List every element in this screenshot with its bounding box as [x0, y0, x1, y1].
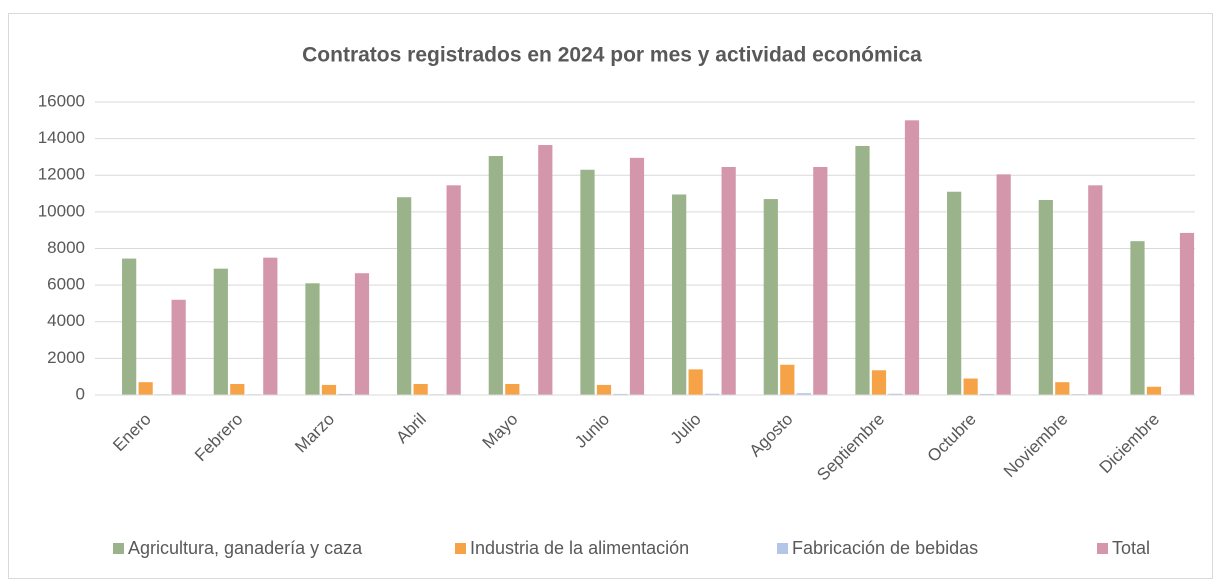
bar — [596, 384, 612, 395]
bar — [672, 194, 687, 395]
bar — [888, 393, 903, 395]
y-tick-label: 8000 — [47, 238, 85, 257]
legend-swatch — [777, 543, 788, 554]
bar — [122, 258, 137, 395]
bar — [446, 185, 461, 395]
bar — [705, 393, 720, 395]
bar — [1130, 241, 1145, 395]
bar — [171, 299, 186, 395]
legend-swatch — [1097, 543, 1108, 554]
bar — [321, 384, 337, 395]
bar — [230, 384, 245, 395]
y-tick-label: 10000 — [38, 201, 85, 220]
y-tick-label: 6000 — [47, 275, 85, 294]
bar — [488, 156, 503, 395]
bar — [688, 369, 703, 395]
bar — [780, 364, 795, 395]
bar — [855, 145, 870, 395]
bar — [138, 382, 153, 395]
bar — [721, 167, 736, 395]
bar — [1055, 382, 1070, 395]
bar — [796, 393, 811, 395]
bar — [963, 378, 978, 395]
legend-label: Agricultura, ganadería y caza — [128, 538, 363, 558]
bar — [338, 393, 353, 395]
bar — [263, 257, 278, 395]
y-tick-label: 12000 — [38, 165, 85, 184]
y-tick-label: 0 — [76, 384, 85, 403]
bar — [1088, 185, 1103, 395]
bar — [996, 174, 1011, 395]
bar — [613, 393, 628, 395]
bar — [397, 197, 412, 395]
chart-title: Contratos registrados en 2024 por mes y … — [302, 44, 922, 67]
chart-frame — [8, 13, 1213, 579]
bar — [354, 273, 370, 395]
legend-swatch — [455, 543, 466, 554]
bar — [871, 370, 887, 395]
bar — [763, 199, 778, 395]
bar — [505, 384, 520, 395]
bar — [580, 169, 595, 395]
bar — [213, 268, 228, 395]
bar — [980, 393, 995, 395]
legend-label: Total — [1112, 538, 1150, 558]
bar — [538, 145, 553, 395]
bar — [1146, 386, 1162, 395]
bar — [1179, 232, 1195, 395]
bar — [629, 157, 645, 395]
y-tick-label: 14000 — [38, 128, 85, 147]
bar — [813, 167, 828, 395]
legend-label: Industria de la alimentación — [470, 538, 689, 558]
bar — [1038, 199, 1053, 395]
y-tick-label: 16000 — [38, 91, 85, 110]
y-tick-label: 4000 — [47, 311, 85, 330]
legend-swatch — [113, 543, 124, 554]
bar — [947, 191, 962, 395]
y-tick-label: 2000 — [47, 348, 85, 367]
bar — [413, 384, 428, 395]
bar — [305, 283, 320, 395]
bar — [904, 120, 920, 395]
legend-label: Fabricación de bebidas — [792, 538, 978, 558]
